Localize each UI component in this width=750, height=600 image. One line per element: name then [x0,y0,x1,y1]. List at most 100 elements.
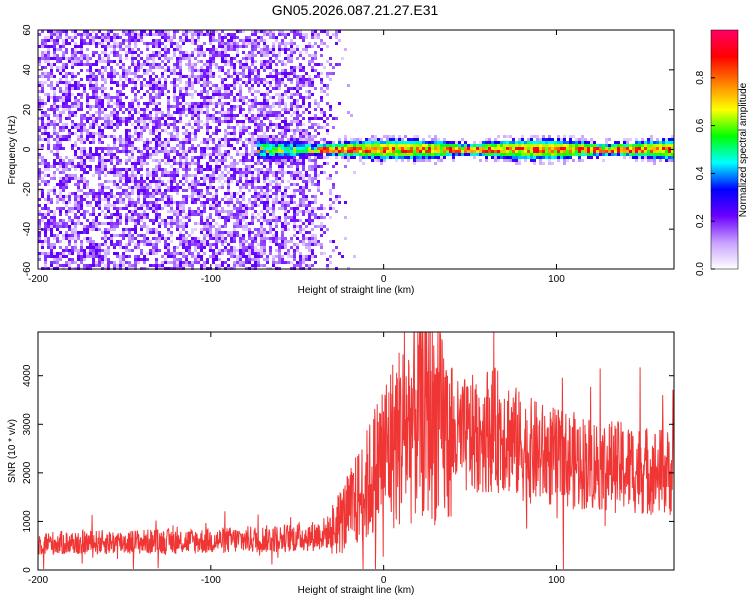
spectrogram-cell [89,165,92,168]
spectrogram-cell [218,96,221,99]
spectrogram-cell [233,159,236,162]
spectrogram-cell [191,66,194,69]
spectrogram-cell [164,171,167,174]
spectrogram-cell [110,237,113,240]
spectrogram-cell [83,159,86,162]
spectrogram-cell [80,159,83,162]
spectrogram-cell [224,33,227,36]
spectrogram-cell [161,180,164,183]
spectrogram-cell [50,30,53,33]
spectrogram-cell [311,159,314,162]
spectrogram-cell [260,198,263,201]
spectrogram-cell [119,234,122,237]
spectrogram-cell [170,105,173,108]
spectrogram-cell [149,153,152,156]
spectrogram-cell [308,216,311,219]
spectrogram-cell [341,156,344,159]
spectrogram-cell [215,234,218,237]
spectrogram-cell [131,57,134,60]
spectrogram-cell [104,123,107,126]
spectrogram-cell [125,33,128,36]
spectrogram-cell [119,186,122,189]
spectrogram-cell [269,120,272,123]
spectrogram-cell [344,216,347,219]
spectrogram-cell [245,39,248,42]
spectrogram-cell [164,219,167,222]
spectrogram-cell [176,45,179,48]
spectrogram-cell [59,225,62,228]
spectrogram-cell [281,96,284,99]
spectrogram-cell [44,180,47,183]
spectrogram-cell [131,141,134,144]
spectrogram-cell [131,180,134,183]
spectrogram-cell [299,192,302,195]
spectrogram-cell [101,222,104,225]
spectrogram-cell [158,78,161,81]
spectrogram-cell [131,144,134,147]
spectrogram-cell [263,78,266,81]
spectrogram-cell [95,36,98,39]
spectrogram-cell [122,66,125,69]
spectrogram-cell [158,183,161,186]
spectrogram-cell [74,45,77,48]
spectrogram-cell [296,129,299,132]
spectrogram-cell [239,99,242,102]
spectrogram-cell [200,249,203,252]
spectrogram-cell [374,156,377,159]
spectrogram-cell [185,150,188,153]
spectrogram-cell [182,234,185,237]
spectrogram-cell [179,204,182,207]
spectrogram-cell [314,141,317,144]
spectrogram-cell [215,51,218,54]
spectrogram-cell [131,201,134,204]
spectrogram-cell [83,39,86,42]
spectrogram-cell [206,129,209,132]
spectrogram-cell [194,249,197,252]
spectrogram-cell [137,105,140,108]
spectrogram-cell [209,174,212,177]
spectrogram-cell [56,141,59,144]
spectrogram-cell [179,39,182,42]
spectrogram-cell [59,219,62,222]
spectrogram-cell [140,96,143,99]
spectrogram-cell [374,138,377,141]
spectrogram-cell [287,261,290,264]
spectrogram-cell [281,198,284,201]
spectrogram-cell [107,120,110,123]
spectrogram-cell [53,63,56,66]
spectrogram-cell [212,207,215,210]
spectrogram-cell [191,198,194,201]
spectrogram-cell [53,261,56,264]
spectrogram-cell [287,165,290,168]
spectrogram-cell [260,66,263,69]
spectrogram-cell [173,81,176,84]
spectrogram-cell [251,252,254,255]
spectrogram-cell [62,126,65,129]
spectrogram-cell [218,51,221,54]
spectrogram-cell [254,138,257,141]
spectrogram-cell [47,99,50,102]
spectrogram-cell [164,225,167,228]
spectrogram-cell [74,222,77,225]
spectrogram-cell [89,75,92,78]
spectrogram-cell [293,189,296,192]
spectrogram-cell [83,183,86,186]
spectrogram-cell [311,165,314,168]
spectrogram-cell [164,63,167,66]
spectrogram-cell [314,42,317,45]
spectrogram-cell [311,222,314,225]
spectrogram-cell [251,240,254,243]
spectrogram-cell [158,207,161,210]
spectrogram-cell [101,42,104,45]
spectrogram-cell [290,129,293,132]
spectrogram-cell [254,30,257,33]
spectrogram-cell [290,93,293,96]
spectrogram-cell [248,39,251,42]
spectrogram-cell [251,186,254,189]
spectrogram-cell [131,33,134,36]
spectrogram-cell [221,54,224,57]
spectrogram-cell [215,204,218,207]
spectrogram-cell [137,36,140,39]
spectrogram-cell [152,117,155,120]
spectrogram-cell [329,207,332,210]
